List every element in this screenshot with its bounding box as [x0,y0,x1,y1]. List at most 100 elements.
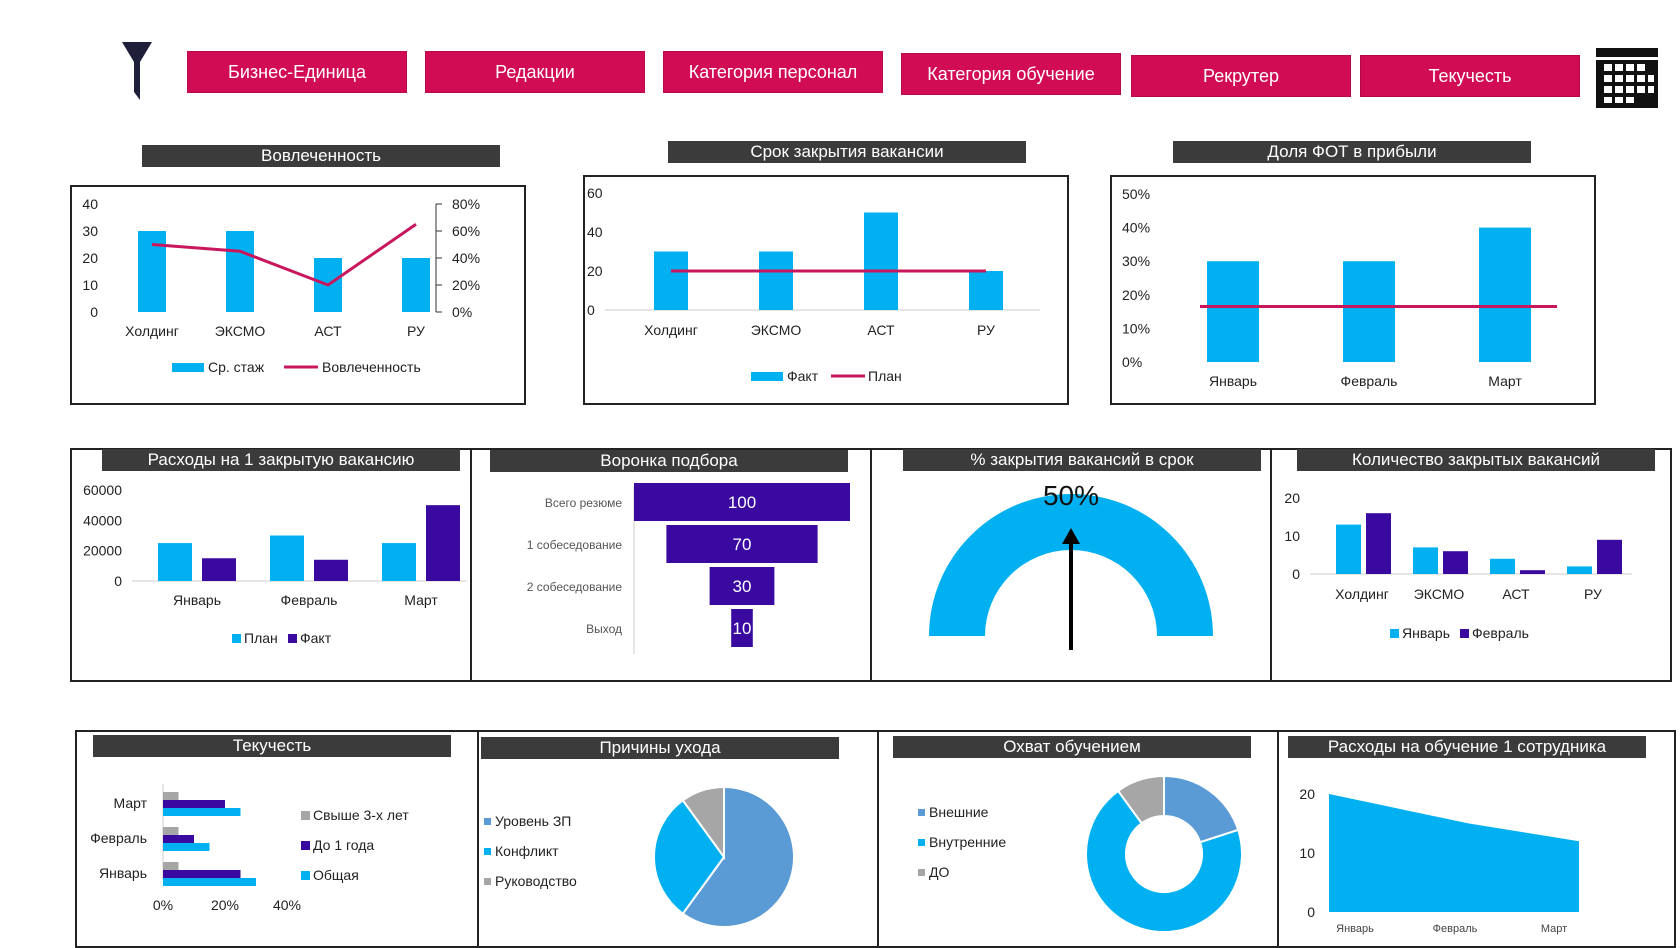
legend-label: Внутренние [929,834,1006,850]
y2-tick-label: 0% [452,304,472,320]
legend-swatch-plan [232,634,241,643]
legend-label: Свыше 3-х лет [313,807,409,823]
x-tick-label: 20% [211,897,239,913]
bar-fakt [654,251,688,310]
panel-title-cost-per-vacancy: Расходы на 1 закрытую вакансию [102,449,460,471]
legend-swatch [918,869,925,876]
payroll-share-panel: 0% 10% 20% 30% 40% 50% Январь Февраль Март [1110,175,1596,405]
x-tick-label: 40% [273,897,301,913]
legend-swatch [918,809,925,816]
bar-fakt [759,251,793,310]
legend-swatch [918,839,925,846]
legend-label: Внешние [929,804,989,820]
bar-sr-stazh [402,258,430,312]
legend-label: Уровень ЗП [495,813,571,829]
y-tick-label: 0 [1292,566,1300,582]
y-tick-label: Март [114,795,148,811]
gauge-needle-head [1062,528,1080,544]
bar-turnover [163,808,241,816]
y2-tick-label: 20% [452,277,480,293]
legend-label: Факт [787,368,819,384]
x-tick-label: АСТ [867,322,895,338]
filter-button-recruiter[interactable]: Рекрутер [1131,55,1351,97]
y-tick-label: 60000 [83,482,122,498]
bar-turnover [163,792,179,800]
x-tick-label: РУ [977,322,995,338]
bar-turnover [163,827,179,835]
funnel-bar [634,483,850,521]
bar-turnover [163,878,256,886]
filter-button-training-category[interactable]: Категория обучение [901,53,1121,95]
legend-label: До 1 года [313,837,374,853]
filter-button-editions[interactable]: Редакции [425,51,645,93]
legend-swatch [301,871,310,880]
x-tick-label: Холдинг [1335,586,1389,602]
x-tick-label: ЭКСМО [751,322,802,338]
legend-label: Руководство [495,873,577,889]
y-tick-label: 0 [90,304,98,320]
legend-swatch-sr-stazh [172,363,204,372]
y-tick-label: 40000 [83,512,122,528]
bar-turnover [163,843,210,851]
legend-swatch-february [1460,629,1469,638]
bar-turnover [163,835,194,843]
y-tick-label: 0 [114,573,122,589]
y-tick-label: 40% [1122,220,1150,236]
filter-button-turnover[interactable]: Текучесть [1360,55,1580,97]
pie-slice [681,785,725,861]
x-tick-label: Февраль [1341,373,1398,389]
x-tick-label: Март [1488,373,1522,389]
panel-title-closed-count: Количество закрытых вакансий [1297,449,1655,471]
x-tick-label: Февраль [281,592,338,608]
area-training-cost [1329,794,1579,912]
y-tick-label: 60 [587,185,603,201]
x-tick-label: АСТ [314,323,342,339]
gauge-arc [929,494,1213,636]
funnel-value-label: 30 [733,577,752,596]
legend-label: Конфликт [495,843,559,859]
row3-panel: Март Февраль Январь 0% 20% 40% Свыше 3-х лет До… [75,730,1676,948]
bar-february [1443,551,1468,574]
x-tick-label: Январь [173,592,221,608]
x-tick-label: Март [404,592,438,608]
legend-label: Вовлеченность [322,359,421,375]
legend-label: План [244,630,278,646]
x-tick-label: Январь [1209,373,1257,389]
line-engagement [151,223,417,287]
y-tick-label: 0 [1307,904,1315,920]
panel-title-engagement: Вовлеченность [142,145,500,167]
y2-tick-label: 40% [452,250,480,266]
y2-tick-label: 60% [452,223,480,239]
bar-payroll-share [1479,227,1531,362]
x-tick-label: Февраль [1433,923,1478,935]
legend-label: Февраль [1472,625,1529,641]
panel-title-training-cost: Расходы на обучение 1 сотрудника [1288,736,1646,758]
funnel-value-label: 70 [733,535,752,554]
bar-february [1366,513,1391,574]
y-tick-label: Январь [99,865,147,881]
legend-label: Общая [313,867,359,883]
legend-label: Ср. стаж [208,359,265,375]
bar-turnover [163,800,225,808]
panel-title-payroll-share: Доля ФОТ в прибыли [1173,141,1531,163]
bar-february [1520,570,1545,574]
y-tick-label: 0 [587,302,595,318]
bar-payroll-share [1207,261,1259,362]
filter-button-staff-category[interactable]: Категория персонал [663,51,883,93]
funnel-category-label: Всего резюме [545,496,623,510]
bar-fakt [202,558,236,581]
panel-title-funnel: Воронка подбора [490,450,848,472]
bar-sr-stazh [226,231,254,312]
filter-button-business-unit[interactable]: Бизнес-Единица [187,51,407,93]
y-tick-label: 40 [587,224,603,240]
calendar-icon[interactable] [1596,48,1658,108]
legend-swatch-january [1390,629,1399,638]
panel-title-on-time: % закрытия вакансий в срок [903,449,1261,471]
x-tick-label: ЭКСМО [1414,586,1465,602]
bar-plan [158,543,192,581]
bar-sr-stazh [138,231,166,312]
funnel-icon[interactable] [122,42,152,102]
engagement-panel: 0 10 20 30 40 0% 20% 40% 60% 80% Холдинг ЭКСМО АСТ РУ… [70,185,526,405]
legend-swatch [301,841,310,850]
y-tick-label: 20 [1284,490,1300,506]
